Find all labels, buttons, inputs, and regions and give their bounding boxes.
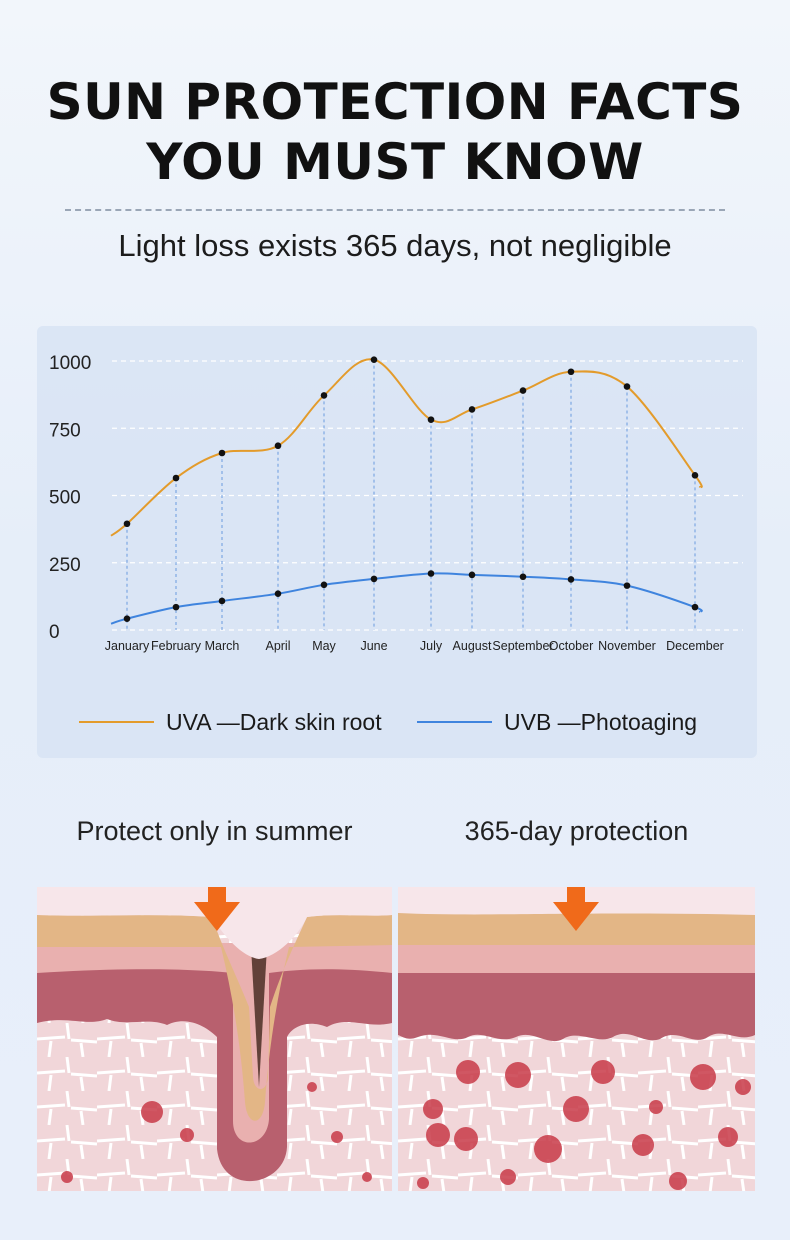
uv-line-chart: 0 250 500 750 1000 January February March April…: [49, 353, 743, 653]
x-tick-label-january: January: [105, 639, 150, 653]
headline-line-1: SUN PROTECTION FACTS: [46, 73, 744, 131]
data-point-uvb-january: [123, 615, 131, 623]
page-headline: SUN PROTECTION FACTS YOU MUST KNOW: [0, 72, 790, 192]
chart-grid: [112, 360, 743, 631]
x-tick-label-february: February: [151, 639, 202, 653]
data-point-uvb-february: [172, 603, 180, 611]
legend-item-uvb: UVB —Photoaging: [417, 704, 697, 740]
data-point-uva-december: [691, 472, 699, 479]
x-tick-label-november: November: [598, 639, 656, 653]
data-point-uva-january: [123, 520, 131, 528]
data-point-uvb-april: [274, 590, 282, 597]
data-point-uva-february: [172, 474, 180, 482]
page-subtitle: Light loss exists 365 days, not negligib…: [118, 228, 672, 263]
legend-swatch-uva: [79, 721, 154, 723]
y-tick-label: 1000: [49, 353, 91, 374]
skin-illustration-summer-only: [37, 887, 392, 1191]
legend-swatch-uvb: [417, 721, 492, 723]
legend-item-uva: UVA —Dark skin root: [79, 704, 382, 740]
data-point-uvb-may: [320, 581, 328, 589]
series-line-uvb: [110, 572, 703, 625]
y-axis-ticks: 0 250 500 750 1000: [49, 353, 91, 643]
data-point-uva-november: [623, 383, 631, 390]
legend-label-uvb: UVB —Photoaging: [504, 708, 698, 735]
data-point-uvb-march: [218, 597, 226, 605]
skin-illustration-365-day: [398, 887, 755, 1191]
data-point-uvb-october: [567, 576, 575, 583]
chart-series: [110, 356, 703, 625]
x-tick-label-april: April: [265, 639, 290, 653]
x-tick-label-december: December: [666, 639, 724, 653]
data-point-uva-july: [427, 416, 435, 423]
x-tick-label-may: May: [312, 639, 336, 653]
series-line-uva: [110, 358, 703, 537]
data-point-uva-august: [468, 406, 476, 413]
x-tick-label-march: March: [205, 639, 240, 653]
data-point-uva-march: [218, 449, 226, 457]
y-tick-label: 500: [49, 488, 81, 509]
data-point-uva-june: [370, 356, 378, 363]
chart-legend: UVA —Dark skin root UVB —Photoaging: [37, 704, 757, 740]
x-axis-ticks: January February March April May June July Augu…: [105, 639, 724, 653]
right-comparison-label: 365-day protection: [464, 816, 689, 846]
data-point-uva-april: [274, 442, 282, 450]
data-point-uva-october: [567, 368, 575, 376]
x-tick-label-june: June: [360, 639, 387, 653]
data-point-uva-may: [320, 392, 328, 399]
x-tick-label-july: July: [420, 639, 443, 653]
headline-line-2: YOU MUST KNOW: [146, 133, 644, 191]
y-tick-label: 250: [49, 555, 81, 576]
chart-panel: 0 250 500 750 1000 January February March April…: [37, 326, 757, 758]
data-point-uvb-november: [623, 582, 631, 589]
x-tick-label-september: September: [492, 639, 553, 653]
data-point-uva-september: [519, 387, 527, 394]
data-point-uvb-june: [370, 575, 378, 583]
left-comparison-label: Protect only in summer: [76, 816, 353, 846]
y-tick-label: 750: [49, 420, 81, 441]
x-tick-label-august: August: [453, 639, 492, 653]
legend-label-uva: UVA —Dark skin root: [166, 708, 382, 735]
x-tick-label-october: October: [549, 639, 593, 653]
data-point-uvb-july: [427, 570, 435, 577]
skin-protected-image: [398, 887, 755, 1191]
data-point-uvb-september: [519, 573, 527, 581]
y-tick-label: 0: [49, 622, 60, 643]
data-point-uvb-december: [691, 603, 699, 611]
dashed-divider: [65, 209, 725, 211]
skin-wrinkle-image: [37, 887, 392, 1191]
data-point-uvb-august: [468, 571, 476, 579]
